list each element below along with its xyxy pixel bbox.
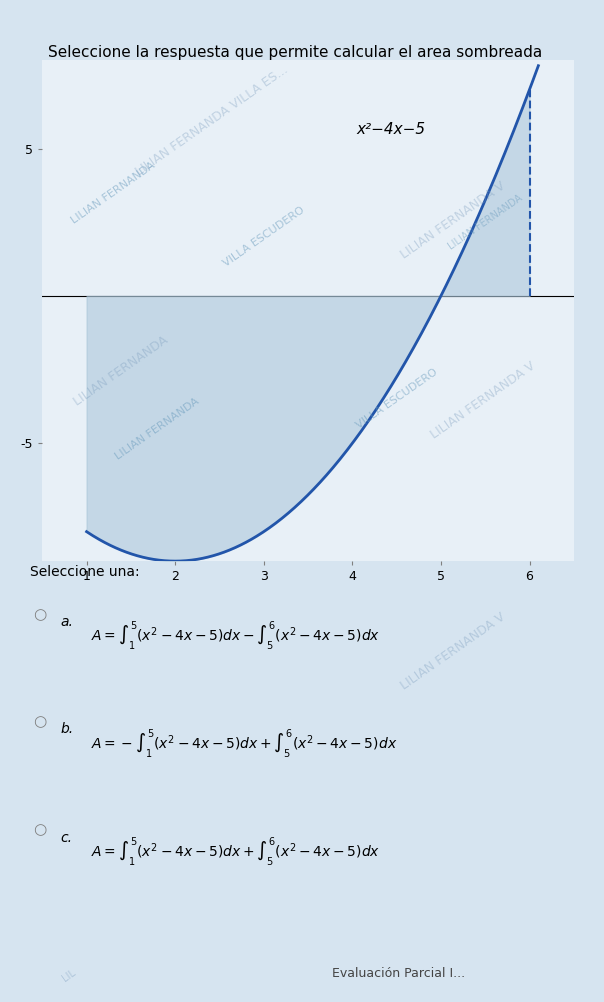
Text: LILIAN FERNANDA V: LILIAN FERNANDA V	[398, 610, 508, 692]
Text: $A = \int_1^5(x^2-4x-5)dx - \int_5^6(x^2-4x-5)dx$: $A = \int_1^5(x^2-4x-5)dx - \int_5^6(x^2…	[91, 619, 380, 652]
Text: Seleccione una:: Seleccione una:	[30, 565, 140, 579]
Text: LILIAN FERNANDA VILLA ES...: LILIAN FERNANDA VILLA ES...	[133, 62, 290, 178]
Text: LILIAN FERNANDA V: LILIAN FERNANDA V	[398, 179, 508, 262]
Text: VILLA ESCUDERO: VILLA ESCUDERO	[354, 367, 439, 431]
Text: ○: ○	[33, 822, 47, 837]
Text: a.: a.	[60, 615, 73, 629]
Text: VILLA ESCUDERO: VILLA ESCUDERO	[221, 205, 306, 269]
Text: $A = \int_1^5(x^2-4x-5)dx + \int_5^6(x^2-4x-5)dx$: $A = \int_1^5(x^2-4x-5)dx + \int_5^6(x^2…	[91, 835, 380, 868]
Text: LILIAN FERNANDA: LILIAN FERNANDA	[69, 160, 157, 225]
Text: LILIAN FERNANDA: LILIAN FERNANDA	[446, 192, 524, 252]
Text: Evaluación Parcial I...: Evaluación Parcial I...	[332, 967, 465, 980]
Text: c.: c.	[60, 831, 72, 845]
Text: ○: ○	[33, 714, 47, 729]
Text: LILIAN FERNANDA: LILIAN FERNANDA	[71, 334, 170, 408]
Text: LIL: LIL	[60, 968, 77, 984]
Text: LILIAN FERNANDA: LILIAN FERNANDA	[114, 396, 201, 461]
Text: x²−4x−5: x²−4x−5	[357, 122, 426, 137]
Text: ○: ○	[33, 607, 47, 622]
Text: LILIAN FERNANDA V: LILIAN FERNANDA V	[428, 360, 538, 442]
Text: $A = -\int_1^5(x^2-4x-5)dx + \int_5^6(x^2-4x-5)dx$: $A = -\int_1^5(x^2-4x-5)dx + \int_5^6(x^…	[91, 726, 397, 760]
Text: Seleccione la respuesta que permite calcular el area sombreada: Seleccione la respuesta que permite calc…	[48, 45, 542, 60]
Text: b.: b.	[60, 722, 74, 736]
